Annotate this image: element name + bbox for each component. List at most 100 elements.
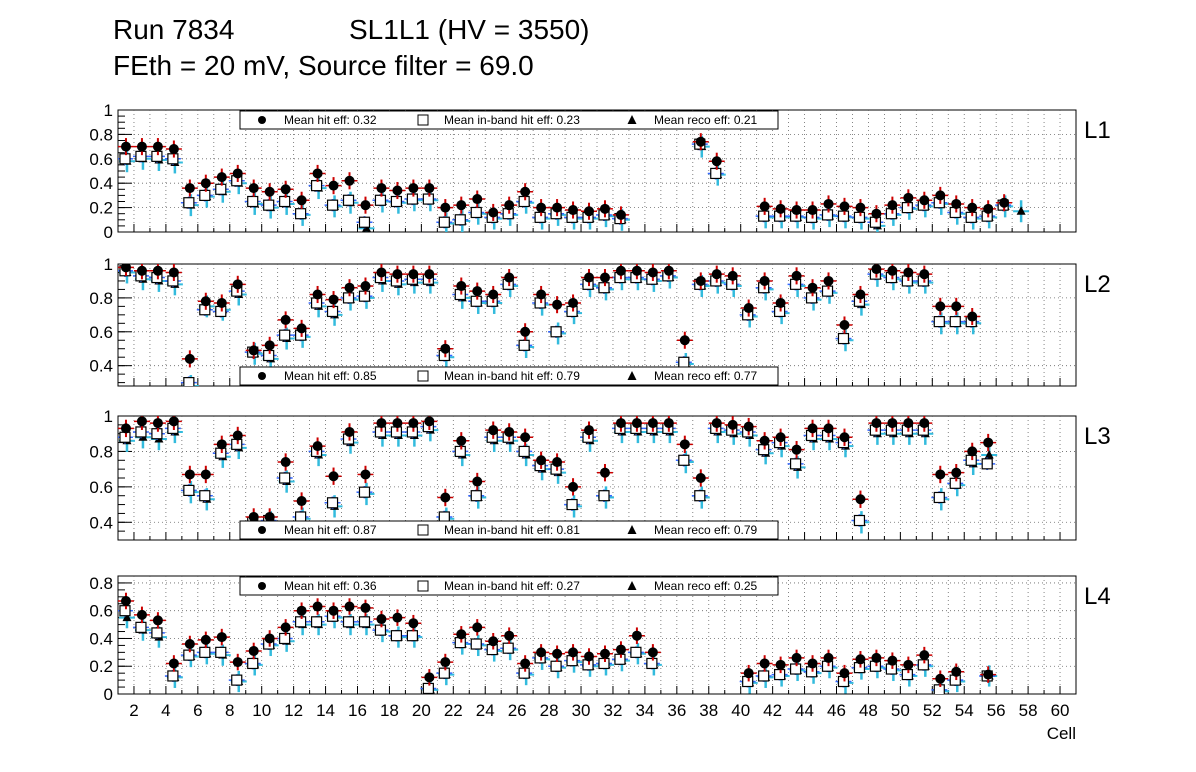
legend: Mean hit eff: 0.85 Mean in-band hit eff: … bbox=[239, 366, 779, 386]
reco-point bbox=[1016, 206, 1026, 215]
panel-frame bbox=[117, 575, 1077, 695]
hit-point bbox=[615, 209, 626, 220]
x-tick-label: 44 bbox=[795, 701, 814, 720]
inband-point bbox=[199, 189, 211, 201]
hit-point bbox=[216, 439, 227, 450]
hit-point bbox=[759, 201, 770, 212]
hit-point bbox=[711, 269, 722, 280]
legend-reco-label: Mean reco eff: 0.25 bbox=[654, 579, 758, 593]
data-points bbox=[118, 592, 998, 694]
data-points bbox=[118, 264, 982, 386]
x-tick-label: 8 bbox=[225, 701, 234, 720]
hit-point bbox=[951, 467, 962, 478]
x-tick-label: 34 bbox=[635, 701, 654, 720]
x-tick-label: 54 bbox=[955, 701, 974, 720]
hit-point bbox=[408, 183, 419, 194]
x-tick-label: 50 bbox=[891, 701, 910, 720]
hit-point bbox=[807, 423, 818, 434]
hit-point bbox=[759, 658, 770, 669]
hit-point bbox=[152, 141, 163, 152]
legend-reco-marker bbox=[627, 115, 637, 124]
hit-point bbox=[855, 202, 866, 213]
inband-point bbox=[406, 630, 418, 642]
hit-point bbox=[168, 658, 179, 669]
y-tick-label: 0.2 bbox=[89, 657, 113, 676]
hit-point bbox=[663, 265, 674, 276]
inband-point bbox=[135, 621, 147, 633]
hit-point bbox=[647, 418, 658, 429]
legend-inband-label: Mean in-band hit eff: 0.23 bbox=[444, 113, 580, 127]
hit-point bbox=[823, 652, 834, 663]
hit-point bbox=[951, 198, 962, 209]
y-tick-label: 0.4 bbox=[89, 513, 113, 532]
hit-point bbox=[919, 195, 930, 206]
hit-point bbox=[392, 418, 403, 429]
inband-point bbox=[310, 180, 323, 192]
hit-point bbox=[631, 418, 642, 429]
hit-point bbox=[791, 270, 802, 281]
hit-point bbox=[120, 423, 131, 434]
inband-point bbox=[183, 377, 195, 386]
hit-point bbox=[232, 279, 243, 290]
hit-point bbox=[679, 439, 690, 450]
inband-point bbox=[358, 486, 371, 498]
hit-point bbox=[200, 469, 211, 480]
hit-point bbox=[823, 423, 834, 434]
legend-hit-marker bbox=[258, 526, 266, 534]
data-points bbox=[118, 133, 1030, 232]
hit-point bbox=[999, 197, 1010, 208]
hit-point bbox=[120, 595, 131, 606]
hit-point bbox=[855, 654, 866, 665]
inband-point bbox=[630, 646, 642, 658]
hit-point bbox=[520, 186, 531, 197]
inband-point bbox=[183, 197, 195, 209]
inband-point bbox=[183, 484, 195, 496]
hit-point bbox=[568, 297, 579, 308]
hit-point bbox=[839, 320, 850, 330]
layer-label: L4 bbox=[1084, 583, 1111, 610]
hit-point bbox=[615, 265, 626, 276]
x-tick-label: 30 bbox=[572, 701, 591, 720]
legend-hit-label: Mean hit eff: 0.32 bbox=[284, 113, 377, 127]
hit-point bbox=[360, 602, 371, 613]
hit-point bbox=[775, 432, 786, 443]
hit-point bbox=[488, 207, 499, 218]
hit-point bbox=[456, 200, 467, 211]
inband-point bbox=[119, 153, 131, 165]
hit-point bbox=[615, 644, 626, 655]
hit-point bbox=[807, 205, 818, 216]
inband-point bbox=[550, 660, 562, 672]
inband-point bbox=[981, 458, 993, 470]
hit-point bbox=[759, 435, 770, 446]
hit-point bbox=[951, 666, 962, 677]
hit-point bbox=[360, 469, 371, 480]
hit-point bbox=[903, 267, 914, 278]
inband-point bbox=[167, 670, 179, 682]
hit-point bbox=[328, 294, 339, 305]
hit-point bbox=[328, 180, 339, 191]
hit-point bbox=[456, 435, 467, 446]
hit-point bbox=[232, 168, 243, 179]
y-tick-label: 1 bbox=[104, 101, 113, 120]
hit-point bbox=[759, 275, 770, 286]
legend-reco-marker bbox=[627, 525, 637, 534]
y-tick-label: 0.6 bbox=[89, 150, 113, 169]
hit-point bbox=[168, 267, 179, 278]
x-axis-label: Cell bbox=[1047, 724, 1076, 743]
hit-point bbox=[903, 192, 914, 203]
x-tick-label: 32 bbox=[604, 701, 623, 720]
hit-point bbox=[488, 289, 499, 300]
hit-point bbox=[504, 426, 515, 437]
hit-point bbox=[584, 425, 595, 436]
hit-point bbox=[536, 647, 547, 658]
hit-point bbox=[264, 186, 275, 197]
title-line-1: Run 7834 SL1L1 (HV = 3550) bbox=[113, 14, 590, 110]
y-tick-label: 1 bbox=[104, 407, 113, 426]
hit-point bbox=[599, 467, 610, 478]
legend-box bbox=[239, 576, 779, 596]
legend-box bbox=[239, 110, 779, 130]
hit-point bbox=[216, 632, 227, 643]
inband-point bbox=[678, 356, 690, 368]
hit-point bbox=[599, 203, 610, 214]
hit-point bbox=[488, 425, 499, 436]
